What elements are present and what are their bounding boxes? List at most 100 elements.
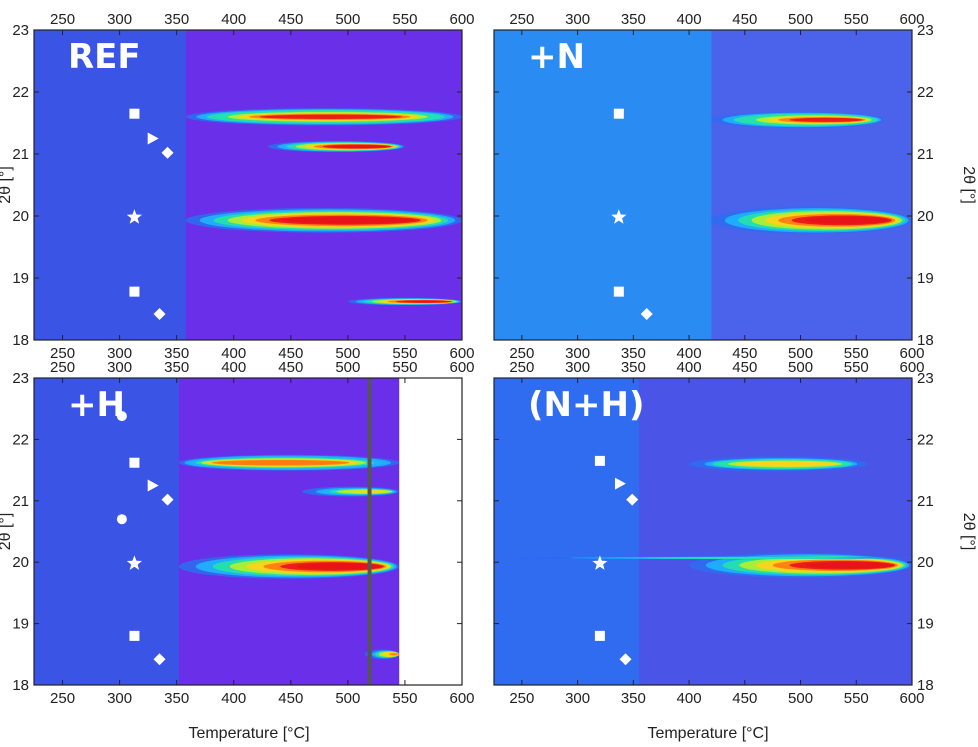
x-tick-label: 400 [221,690,246,707]
plot-frame [33,377,463,686]
x-tick-label: 350 [621,345,646,362]
y-tick-label: 20 [12,554,29,571]
band-contour [804,216,889,224]
heatmap-area [494,378,912,685]
x-tick-label: 500 [335,690,360,707]
square-marker [129,457,140,468]
y-axis-title: 2θ [°] [960,513,977,551]
x-tick-label: 600 [449,690,474,707]
x-tick-label: 600 [899,690,924,707]
star-marker [592,555,608,570]
y-tick-label: 22 [12,84,29,101]
x-tick-label-top: 400 [677,11,702,28]
x-tick-label-top: 250 [509,11,534,28]
panel-1: REF 250 250 300 300 350 350 400 400 450 450 500 500 5… [0,11,475,362]
x-tick-label: 600 [899,345,924,362]
y-tick-label: 22 [917,84,934,101]
x-tick-label: 250 [50,345,75,362]
x-tick-label-top: 300 [107,359,132,376]
diffraction-band [178,454,400,471]
x-tick-label-top: 450 [278,11,303,28]
heatmap-transformed-region [711,30,912,340]
heatmap-transformed-region [638,378,912,685]
x-tick-label: 500 [788,690,813,707]
circle-marker [116,514,127,525]
x-tick-label-top: 250 [509,359,534,376]
band-contour [217,460,342,465]
panel-label: +H [68,385,125,425]
x-tick-label-top: 400 [221,11,246,28]
square-marker [613,108,624,119]
y-axis-title: 2θ [°] [0,166,14,204]
x-axis-title-right: Temperature [°C] [647,725,768,742]
y-tick-label: 21 [12,146,29,163]
x-tick-label: 450 [278,690,303,707]
x-tick-label: 450 [732,345,757,362]
square-marker [594,455,605,466]
x-tick-label: 250 [509,690,534,707]
x-tick-label-top: 450 [732,359,757,376]
heatmap-area [34,30,462,340]
diffraction-band [689,456,868,472]
diffraction-band [689,552,912,578]
x-tick-label: 300 [565,345,590,362]
x-tick-label: 300 [565,690,590,707]
y-tick-label: 22 [12,431,29,448]
y-tick-label: 23 [917,22,934,39]
x-tick-label-top: 350 [164,359,189,376]
x-tick-label: 250 [509,345,534,362]
x-tick-label-top: 500 [788,359,813,376]
band-contour [388,653,400,656]
x-tick-label-top: 400 [221,359,246,376]
panel-4: (N+H) 250 250 300 300 350 350 400 400 450 450 500 50… [493,359,977,707]
x-tick-label: 500 [335,345,360,362]
x-axis-title-left: Temperature [°C] [188,725,309,742]
x-tick-label: 550 [392,345,417,362]
square-marker [613,286,624,297]
x-tick-label: 350 [164,690,189,707]
band-contour [331,145,389,148]
x-tick-label-top: 350 [621,359,646,376]
diamond-marker [153,307,166,320]
y-tick-label: 20 [12,208,29,225]
x-tick-label-top: 450 [278,359,303,376]
circle-marker [116,411,127,422]
y-axis-title: 2θ [°] [0,513,14,551]
square-marker [129,286,140,297]
triangle-marker [147,479,159,492]
x-tick-label-top: 250 [50,11,75,28]
x-tick-label-top: 450 [732,11,757,28]
x-tick-label: 550 [844,345,869,362]
y-tick-label: 21 [12,493,29,510]
star-marker [611,209,627,224]
y-axis-title: 2θ [°] [960,166,977,204]
y-tick-label: 20 [917,208,934,225]
y-tick-label: 18 [12,677,29,694]
x-tick-label-top: 550 [844,11,869,28]
band-contour [259,114,403,119]
x-tick-label: 400 [677,345,702,362]
x-tick-label-top: 600 [899,359,924,376]
x-tick-label: 450 [278,345,303,362]
x-tick-label-top: 550 [392,359,417,376]
heatmap-transformed-region [178,378,400,685]
x-tick-label-top: 350 [164,11,189,28]
y-tick-label: 18 [12,332,29,349]
x-tick-label-top: 600 [449,359,474,376]
band-contour [743,462,833,466]
triangle-marker [614,477,626,490]
x-tick-label-top: 500 [335,11,360,28]
square-marker [129,108,140,119]
diffraction-band [178,554,400,579]
heatmap-transformed-region [185,30,462,340]
x-tick-label: 400 [221,345,246,362]
x-tick-label: 300 [107,690,132,707]
x-tick-label-top: 600 [899,11,924,28]
x-tick-label: 500 [788,345,813,362]
square-marker [594,630,605,641]
x-tick-label: 300 [107,345,132,362]
band-contour [403,300,451,303]
diffraction-band [185,108,462,126]
x-tick-label-top: 250 [50,359,75,376]
diffraction-band [347,297,462,306]
